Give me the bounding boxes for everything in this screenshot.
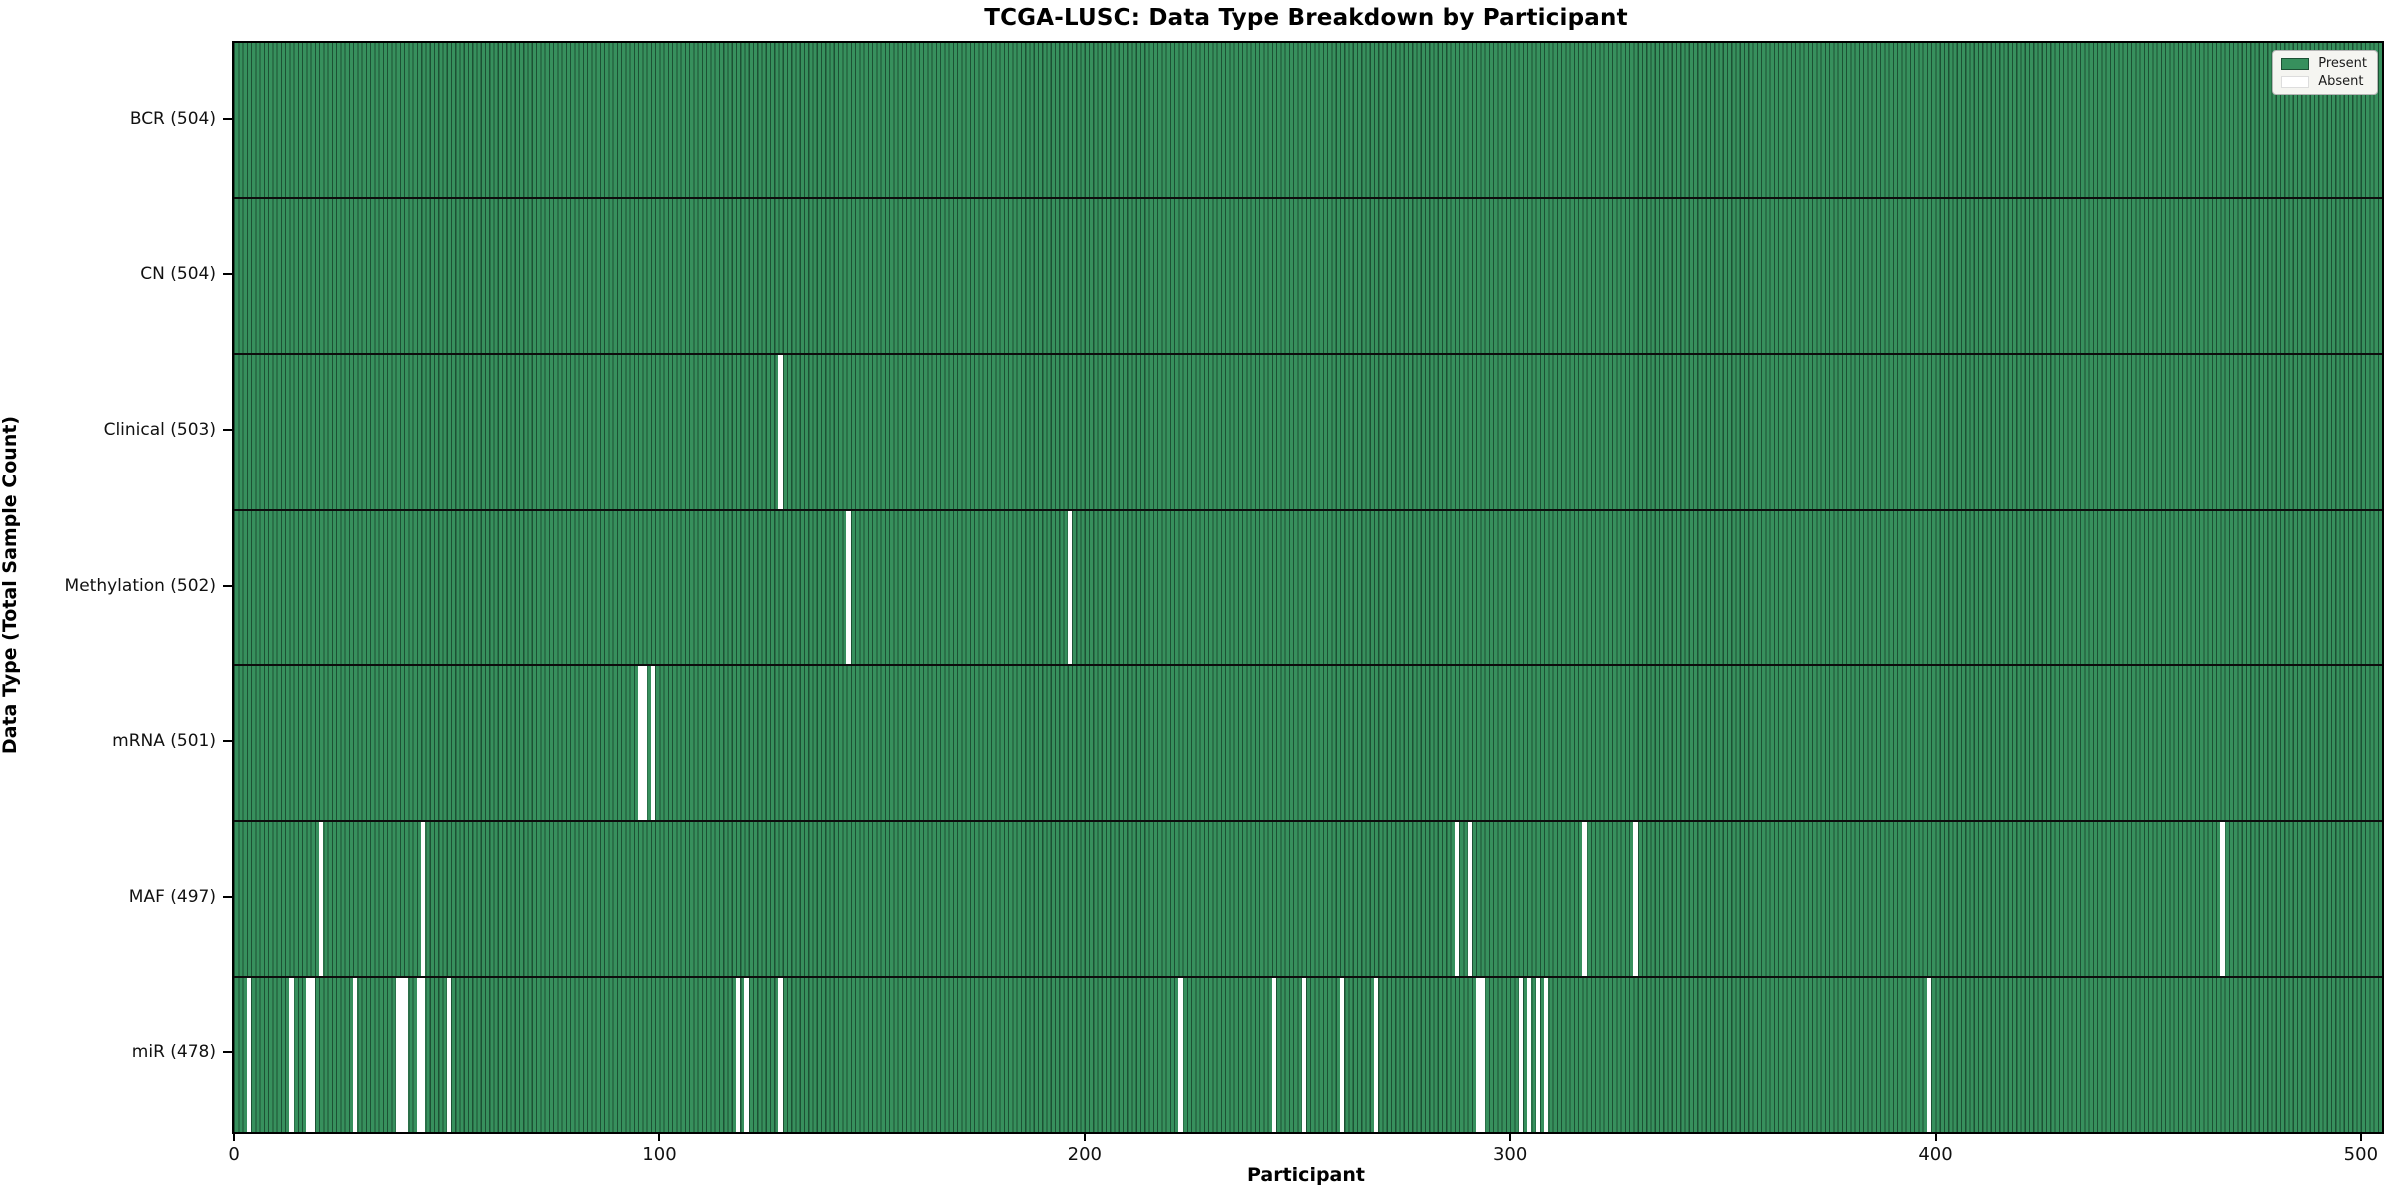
xtick-mark — [1509, 1132, 1512, 1141]
rows-container — [234, 43, 2382, 1133]
legend: Present Absent — [2272, 50, 2378, 95]
ytick-mark — [223, 584, 232, 587]
absent-gap — [778, 354, 783, 509]
absent-gap — [306, 978, 311, 1133]
xtick-label-100: 100 — [642, 1144, 677, 1165]
ytick-label-mir: miR (478) — [131, 1042, 216, 1063]
absent-gap — [310, 978, 315, 1133]
xtick-mark — [233, 1132, 236, 1141]
row-cn — [234, 198, 2382, 355]
xtick-label-500: 500 — [2343, 1144, 2379, 1165]
absent-gap — [1467, 822, 1472, 977]
xtick-mark — [1934, 1132, 1937, 1141]
ytick-mark — [223, 1051, 232, 1054]
absent-gap — [395, 978, 400, 1133]
absent-gap — [289, 978, 294, 1133]
ytick-label-clinical: Clinical (503) — [103, 419, 216, 440]
legend-absent-label: Absent — [2318, 74, 2364, 89]
absent-gap — [778, 978, 783, 1133]
ytick-label-mrna: mRNA (501) — [112, 731, 216, 752]
absent-gap — [246, 978, 251, 1133]
absent-swatch-icon — [2281, 75, 2310, 88]
absent-gap — [1067, 510, 1072, 665]
ytick-label-bcr: BCR (504) — [129, 108, 216, 129]
ytick-mark — [223, 273, 232, 276]
absent-gap — [416, 978, 422, 1133]
absent-gap — [1535, 978, 1540, 1133]
row-mir — [234, 978, 2382, 1133]
absent-gap — [1544, 978, 1549, 1133]
xtick-mark — [658, 1132, 661, 1141]
absent-gap — [1476, 978, 1481, 1133]
absent-gap — [650, 666, 656, 821]
ytick-mark — [223, 895, 232, 898]
plot-area: Present Absent — [232, 41, 2384, 1134]
row-bcr — [234, 43, 2382, 199]
row-methylation — [234, 510, 2382, 667]
absent-gap — [1926, 978, 1932, 1133]
absent-gap — [446, 978, 451, 1133]
xtick-mark — [1083, 1132, 1086, 1141]
xtick-label-200: 200 — [1067, 1144, 1102, 1165]
absent-gap — [1527, 978, 1532, 1133]
ytick-label-methylation: Methylation (502) — [64, 575, 216, 596]
absent-gap — [744, 978, 749, 1133]
y-axis-ticks: BCR (504) CN (504) Clinical (503) Methylati… — [0, 41, 232, 1130]
legend-item-absent: Absent — [2281, 75, 2367, 88]
legend-item-present: Present — [2281, 57, 2367, 70]
row-mrna — [234, 666, 2382, 823]
absent-gap — [735, 978, 741, 1133]
absent-gap — [2220, 822, 2225, 977]
absent-gap — [638, 666, 643, 821]
ytick-mark — [223, 428, 232, 431]
ytick-label-maf: MAF (497) — [128, 886, 216, 907]
xtick-label-300: 300 — [1492, 1144, 1528, 1165]
absent-gap — [1339, 978, 1345, 1133]
chart-title: TCGA-LUSC: Data Type Breakdown by Partic… — [984, 5, 1628, 31]
row-maf — [234, 822, 2382, 979]
absent-gap — [404, 978, 409, 1133]
absent-gap — [1518, 978, 1523, 1133]
ytick-mark — [223, 117, 232, 120]
absent-gap — [1271, 978, 1277, 1133]
absent-gap — [1633, 822, 1638, 977]
xtick-label-400: 400 — [1918, 1144, 1953, 1165]
x-axis-ticks: 0 100 200 300 400 500 — [228, 1132, 2380, 1172]
absent-gap — [642, 666, 647, 821]
absent-gap — [1178, 978, 1183, 1133]
absent-gap — [399, 978, 405, 1133]
x-axis-label: Participant — [1246, 1164, 1365, 1186]
absent-gap — [1301, 978, 1306, 1133]
absent-gap — [1480, 978, 1485, 1133]
absent-gap — [421, 822, 426, 977]
absent-gap — [1582, 822, 1587, 977]
absent-gap — [1373, 978, 1379, 1133]
absent-gap — [421, 978, 426, 1133]
absent-gap — [846, 510, 851, 665]
ytick-mark — [223, 740, 232, 743]
legend-present-label: Present — [2318, 56, 2367, 71]
xtick-mark — [2359, 1132, 2362, 1141]
absent-gap — [353, 978, 358, 1133]
ytick-label-cn: CN (504) — [140, 264, 216, 285]
row-clinical — [234, 354, 2382, 511]
xtick-label-0: 0 — [228, 1144, 240, 1165]
absent-gap — [319, 822, 324, 977]
absent-gap — [1454, 822, 1459, 977]
present-swatch-icon — [2281, 57, 2310, 70]
